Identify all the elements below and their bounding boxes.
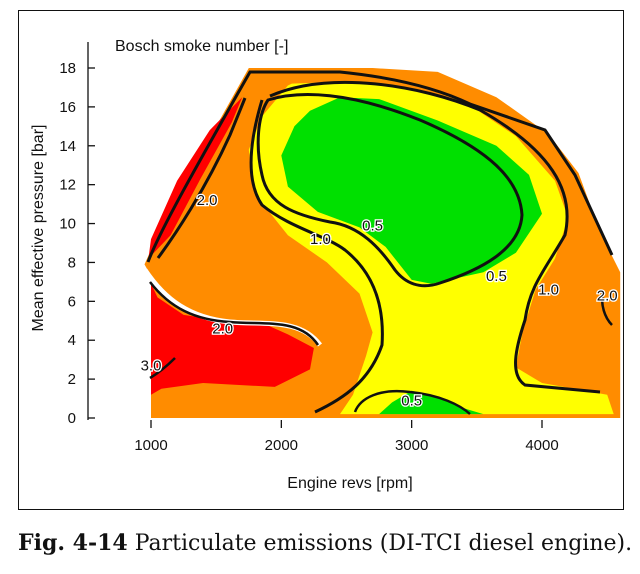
contour-labels: 2.0 2.0 3.0 1.0 0.5 0.5 1.0 2.0 0.5 (139, 191, 619, 411)
contour-line-outer-top (146, 70, 614, 263)
region-red-2 (148, 97, 243, 259)
y-tick-label: 8 (68, 254, 76, 271)
x-tick-label: 3000 (395, 437, 428, 454)
region-green-4 (281, 97, 542, 284)
contour-lines (142, 70, 614, 415)
y-tick-label: 18 (59, 60, 76, 77)
caption-text: Particulate emissions (DI-TCI diesel eng… (134, 531, 633, 556)
contour-line-3 (149, 357, 176, 380)
axes: 0 2 4 6 8 10 12 14 16 18 1000 2000 3000 4000 (59, 42, 559, 454)
region-green-5 (379, 390, 484, 415)
contour-line-red-upper (156, 97, 247, 259)
contour-label: 2.0 (597, 288, 618, 305)
contour-label: 0.5 (362, 218, 383, 235)
contour-line-1-right (269, 80, 601, 394)
region-red-1 (148, 278, 314, 395)
contour-label: 3.0 (141, 358, 162, 375)
contour-label: 0.5 (486, 268, 507, 285)
contour-line-1-left (249, 99, 384, 414)
x-tick-label: 1000 (134, 437, 167, 454)
y-tick-label: 6 (68, 293, 76, 310)
y-tick-label: 0 (68, 410, 76, 427)
contour-line-0.5-bottom (353, 389, 471, 415)
contour-label: 1.0 (310, 231, 331, 248)
y-tick-label: 10 (59, 216, 76, 233)
y-tick-label: 2 (68, 371, 76, 388)
y-tick-label: 16 (59, 99, 76, 116)
y-axis-label: Mean effective pressure [bar] (30, 125, 47, 332)
chart-title: Bosch smoke number [-] (115, 38, 288, 55)
caption-label: Fig. 4-14 (18, 530, 128, 556)
contour-label: 0.5 (401, 393, 422, 410)
y-tick-label: 14 (59, 138, 76, 155)
contour-label: 1.0 (538, 282, 559, 299)
x-tick-label: 2000 (265, 437, 298, 454)
y-tick-label: 12 (59, 177, 76, 194)
figure-caption: Fig. 4-14 Particulate emissions (DI-TCI … (18, 530, 632, 556)
contour-line-2-lower-dark (149, 281, 320, 346)
x-tick-label: 4000 (525, 437, 558, 454)
contour-regions (144, 68, 621, 418)
contour-line-right-edge (600, 289, 613, 326)
contour-label: 2.0 (197, 192, 218, 209)
x-axis-label: Engine revs [rpm] (287, 475, 412, 492)
y-tick-label: 4 (68, 332, 76, 349)
contour-line-0.5-loop (256, 93, 524, 288)
contour-label: 2.0 (212, 321, 233, 338)
